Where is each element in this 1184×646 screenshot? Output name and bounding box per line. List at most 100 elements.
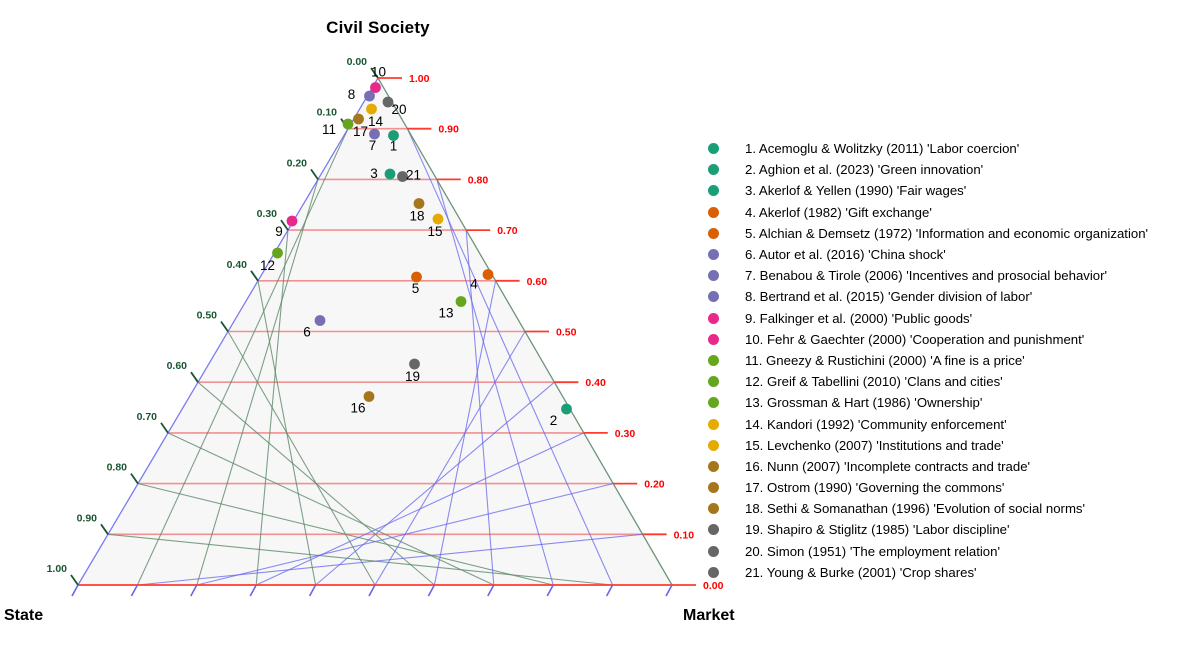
gridline-state: [255, 230, 289, 586]
legend-item-label: 2. Aghion et al. (2023) 'Green innovatio…: [745, 162, 984, 178]
tick-state: [280, 219, 289, 231]
legend-item[interactable]: 14. Kandori (1992) 'Community enforcemen…: [700, 413, 1170, 434]
gridline-state: [227, 331, 376, 586]
legend-item[interactable]: 16. Nunn (2007) 'Incomplete contracts an…: [700, 456, 1170, 477]
legend-item-label: 11. Gneezy & Rustichini (2000) 'A fine i…: [745, 352, 1025, 368]
data-point-label: 14: [368, 114, 384, 129]
legend-marker-icon: [708, 270, 719, 282]
tick-label-state: 1.00: [47, 563, 68, 575]
tick-state: [160, 422, 169, 434]
tick-market: [368, 584, 376, 597]
legend-marker-icon: [708, 354, 719, 366]
legend-marker-icon: [708, 333, 719, 345]
gridline-state: [257, 280, 317, 586]
data-point[interactable]: [388, 130, 399, 141]
legend-marker-icon: [708, 376, 719, 388]
data-point-label: 8: [348, 87, 356, 102]
legend-item[interactable]: 17. Ostrom (1990) 'Governing the commons…: [700, 477, 1170, 498]
tick-market: [665, 584, 673, 597]
tick-label-civil: 0.30: [615, 428, 636, 440]
legend-item-label: 18. Sethi & Somanathan (1996) 'Evolution…: [745, 501, 1086, 517]
legend-marker-icon: [708, 439, 719, 451]
tick-state: [250, 270, 259, 282]
gridline-market: [436, 179, 554, 586]
tick-label-civil: 0.80: [468, 174, 489, 186]
legend-marker-icon: [708, 566, 719, 578]
legend-item-label: 7. Benabou & Tirole (2006) 'Incentives a…: [745, 268, 1108, 284]
legend-item[interactable]: 21. Young & Burke (2001) 'Crop shares': [700, 562, 1170, 583]
tick-state: [370, 67, 379, 79]
tick-label-civil: 0.10: [674, 529, 695, 541]
legend-item[interactable]: 7. Benabou & Tirole (2006) 'Incentives a…: [700, 265, 1170, 286]
data-point[interactable]: [411, 271, 422, 283]
legend-marker-icon: [708, 545, 719, 557]
data-point[interactable]: [482, 269, 494, 280]
legend-item-label: 16. Nunn (2007) 'Incomplete contracts an…: [745, 458, 1031, 474]
data-point[interactable]: [561, 403, 572, 415]
data-point[interactable]: [314, 315, 326, 326]
data-point-label: 20: [391, 102, 406, 117]
data-point-label: 7: [369, 138, 377, 153]
data-point[interactable]: [432, 213, 444, 225]
tick-market: [71, 584, 79, 597]
tick-state: [310, 168, 319, 180]
legend-item[interactable]: 2. Aghion et al. (2023) 'Green innovatio…: [700, 159, 1170, 180]
data-point-label: 4: [470, 277, 478, 292]
legend-item[interactable]: 19. Shapiro & Stiglitz (1985) 'Labor dis…: [700, 519, 1170, 540]
legend-marker-icon: [708, 249, 719, 261]
legend-marker-icon: [708, 460, 719, 472]
legend-item[interactable]: 8. Bertrand et al. (2015) 'Gender divisi…: [700, 286, 1170, 307]
tick-state: [70, 574, 79, 586]
legend-item[interactable]: 20. Simon (1951) 'The employment relatio…: [700, 541, 1170, 562]
axis-label-state: State: [4, 607, 44, 624]
legend-item[interactable]: 3. Akerlof & Yellen (1990) 'Fair wages': [700, 180, 1170, 201]
data-point[interactable]: [363, 391, 375, 402]
legend-item[interactable]: 6. Autor et al. (2016) 'China shock': [700, 244, 1170, 265]
data-point[interactable]: [413, 198, 425, 209]
data-point[interactable]: [397, 171, 408, 182]
legend-item[interactable]: 18. Sethi & Somanathan (1996) 'Evolution…: [700, 498, 1170, 519]
data-point[interactable]: [342, 118, 354, 130]
tick-label-civil: 0.00: [703, 580, 724, 592]
legend-marker-icon: [708, 185, 719, 197]
data-point-label: 19: [405, 369, 420, 384]
gridline-market: [433, 280, 497, 586]
legend-item[interactable]: 11. Gneezy & Rustichini (2000) 'A fine i…: [700, 350, 1170, 371]
legend-marker-icon: [708, 312, 719, 324]
data-point[interactable]: [366, 103, 377, 115]
tick-label-civil: 0.40: [585, 377, 606, 389]
data-point[interactable]: [272, 247, 283, 259]
data-point[interactable]: [364, 90, 375, 102]
data-point[interactable]: [382, 96, 394, 108]
legend-item[interactable]: 5. Alchian & Demsetz (1972) 'Information…: [700, 223, 1170, 244]
tick-label-state: 0.00: [347, 56, 368, 68]
data-point[interactable]: [455, 296, 467, 307]
legend-item[interactable]: 1. Acemoglu & Wolitzky (2011) 'Labor coe…: [700, 138, 1170, 159]
tick-market: [249, 584, 257, 597]
gridline-market: [374, 331, 526, 586]
legend-item[interactable]: 4. Akerlof (1982) 'Gift exchange': [700, 202, 1170, 223]
legend-item[interactable]: 9. Falkinger et al. (2000) 'Public goods…: [700, 308, 1170, 329]
legend-item[interactable]: 12. Greif & Tabellini (2010) 'Clans and …: [700, 371, 1170, 392]
data-point[interactable]: [353, 113, 364, 125]
gridline-state: [136, 128, 349, 586]
legend: 1. Acemoglu & Wolitzky (2011) 'Labor coe…: [700, 138, 1170, 583]
legend-item-label: 4. Akerlof (1982) 'Gift exchange': [745, 204, 932, 220]
legend-item[interactable]: 13. Grossman & Hart (1986) 'Ownership': [700, 392, 1170, 413]
data-point[interactable]: [369, 128, 380, 140]
data-point-label: 21: [406, 168, 421, 183]
tick-label-civil: 0.60: [527, 276, 548, 288]
legend-item-label: 17. Ostrom (1990) 'Governing the commons…: [745, 480, 1005, 496]
data-point-label: 13: [438, 306, 453, 321]
tick-label-state: 0.50: [197, 310, 218, 322]
legend-marker-icon: [708, 143, 719, 155]
data-point-label: 1: [390, 139, 398, 154]
data-point[interactable]: [384, 168, 396, 180]
data-point[interactable]: [409, 358, 420, 370]
legend-item[interactable]: 15. Levchenko (2007) 'Institutions and t…: [700, 435, 1170, 456]
data-point[interactable]: [370, 82, 381, 93]
legend-item[interactable]: 10. Fehr & Gaechter (2000) 'Cooperation …: [700, 329, 1170, 350]
data-point[interactable]: [286, 215, 298, 227]
legend-item-label: 15. Levchenko (2007) 'Institutions and t…: [745, 437, 1004, 453]
